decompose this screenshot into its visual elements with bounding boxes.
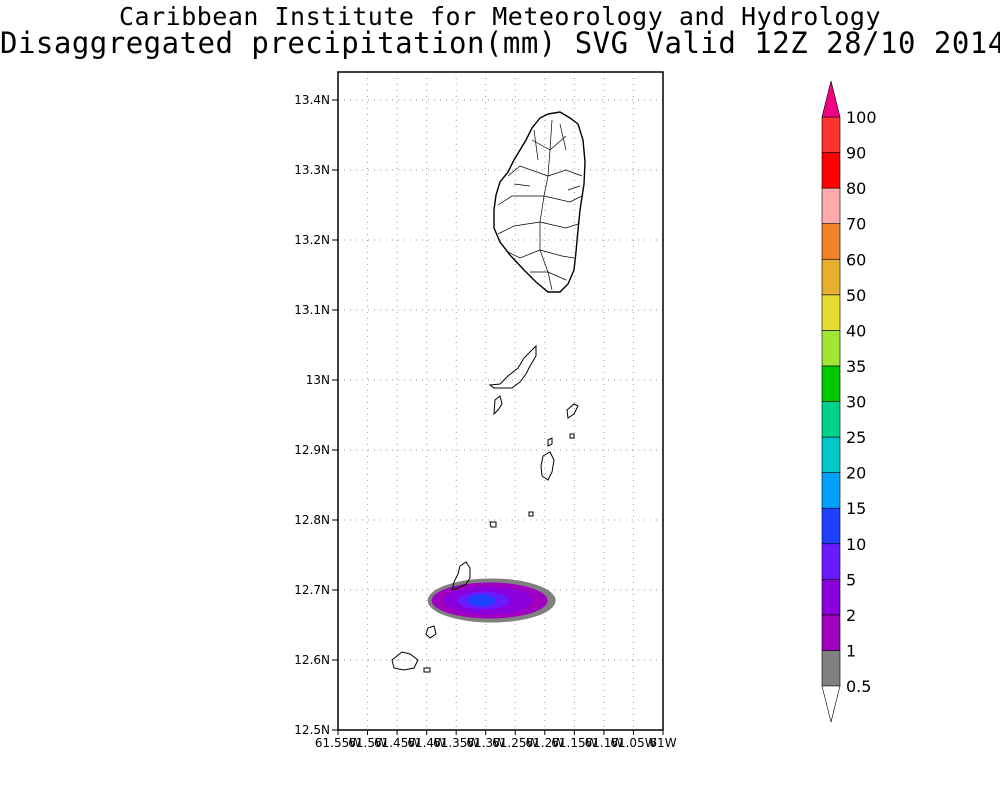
lat-tick-label: 13N xyxy=(306,373,330,387)
lat-tick-label: 12.9N xyxy=(294,443,330,457)
lon-tick-label: 61.4W xyxy=(407,736,446,750)
islet-8 xyxy=(569,433,575,439)
lat-tick-label: 13.4N xyxy=(294,93,330,107)
lat-tick-label: 12.6N xyxy=(294,653,330,667)
colorbar-label: 70 xyxy=(846,215,866,234)
mustique-island xyxy=(540,451,555,481)
precipitation-field xyxy=(427,578,556,623)
lat-tick-label: 13.1N xyxy=(294,303,330,317)
lon-tick-label: 61.1W xyxy=(585,736,624,750)
lat-tick-label: 12.8N xyxy=(294,513,330,527)
lon-tick-label: 61.45W xyxy=(374,736,420,750)
lat-tick-label: 13.2N xyxy=(294,233,330,247)
colorbar-label: 5 xyxy=(846,570,856,589)
islet-2 xyxy=(566,403,579,419)
st-vincent-watersheds xyxy=(497,119,583,291)
colorbar-label: 80 xyxy=(846,179,866,198)
colorbar-swatch xyxy=(821,436,841,473)
lon-tick-label: 61.15W xyxy=(551,736,597,750)
st-vincent-island xyxy=(493,111,586,293)
colorbar-swatch xyxy=(821,507,841,545)
colorbar-label: 90 xyxy=(846,144,866,163)
colorbar-label: 20 xyxy=(846,464,866,483)
map-frame xyxy=(337,71,664,731)
map-title: Caribbean Institute for Meteorology and … xyxy=(118,2,881,31)
islet-3 xyxy=(547,437,553,447)
coastline xyxy=(391,111,586,673)
lat-tick-label: 13.3N xyxy=(294,163,330,177)
lon-tick-label: 61.3W xyxy=(466,736,505,750)
colorbar-label: 30 xyxy=(846,393,866,412)
colorbar-label: 60 xyxy=(846,250,866,269)
islet-4 xyxy=(489,521,497,528)
union-island xyxy=(391,651,419,671)
colorbar-label: 40 xyxy=(846,321,866,340)
canouan-island xyxy=(451,561,471,591)
colorbar-swatch xyxy=(821,152,841,189)
map-subtitle: Disaggregated precipitation(mm) SVG Vali… xyxy=(0,26,1000,60)
colorbar-label: 15 xyxy=(846,499,866,518)
colorbar-swatch xyxy=(821,294,841,331)
colorbar-over-arrow xyxy=(821,80,841,118)
colorbar-swatch xyxy=(821,543,841,580)
colorbar-swatch xyxy=(821,579,841,616)
colorbar-swatch xyxy=(821,365,841,402)
lat-tick-label: 12.5N xyxy=(294,723,330,737)
islet-1 xyxy=(493,395,503,416)
lon-tick-label: 61.55W xyxy=(315,736,361,750)
colorbar-label: 0.5 xyxy=(846,677,871,696)
lon-tick-label: 61.05W xyxy=(610,736,656,750)
islet-5 xyxy=(528,511,534,517)
islet-6 xyxy=(425,625,437,639)
colorbar-label: 1 xyxy=(846,641,856,660)
colorbar-swatch xyxy=(821,472,841,509)
lon-tick-label: 61.35W xyxy=(433,736,479,750)
latitude-axis: 12.5N 12.6N 12.7N 12.8N 12.9N 13N 13.1N 13.2N 13… xyxy=(294,93,338,737)
colorbar-label: 100 xyxy=(846,108,877,127)
lon-tick-label: 61.2W xyxy=(526,736,565,750)
map-grid xyxy=(338,72,663,730)
colorbar-label: 35 xyxy=(846,357,866,376)
colorbar-swatch xyxy=(821,258,841,296)
colorbar-label: 25 xyxy=(846,428,866,447)
colorbar-label: 10 xyxy=(846,535,866,554)
longitude-axis: 61.55W61.5W61.45W61.4W61.35W61.3W61.25W6… xyxy=(315,730,677,750)
lon-tick-label: 61.25W xyxy=(492,736,538,750)
colorbar-swatch xyxy=(821,330,841,367)
colorbar-swatch xyxy=(821,223,841,260)
islet-7 xyxy=(423,667,431,673)
bequia-island xyxy=(488,344,537,389)
colorbar-swatch xyxy=(821,401,841,438)
lat-tick-label: 12.7N xyxy=(294,583,330,597)
precip-contour-4 xyxy=(467,594,496,607)
colorbar-swatch xyxy=(821,187,841,224)
colorbar-swatch xyxy=(821,116,841,153)
colorbar-swatch xyxy=(821,614,841,651)
colorbar-label: 2 xyxy=(846,606,856,625)
colorbar-swatch xyxy=(821,650,841,687)
colorbar-label: 50 xyxy=(846,286,866,305)
lon-tick-label: 61W xyxy=(649,736,676,750)
colorbar-under-arrow xyxy=(821,685,841,723)
lon-tick-label: 61.5W xyxy=(348,736,387,750)
